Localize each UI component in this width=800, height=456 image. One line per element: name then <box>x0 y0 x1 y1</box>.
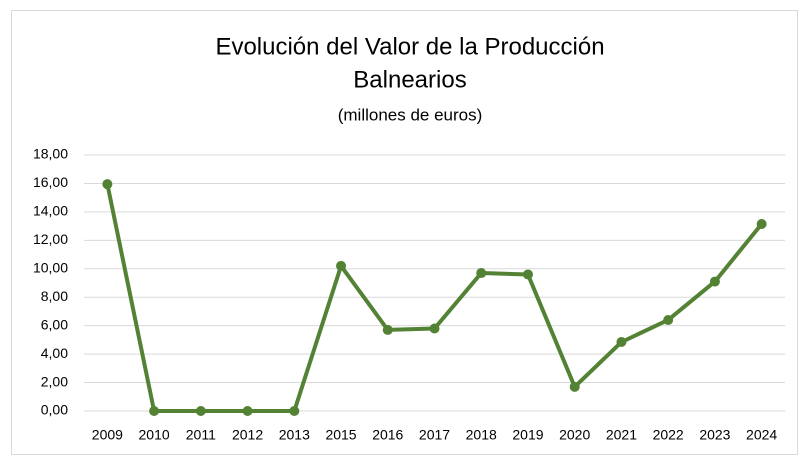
x-tick-label: 2024 <box>746 427 777 443</box>
x-tick-label: 2016 <box>372 427 403 443</box>
x-tick-label: 2022 <box>653 427 684 443</box>
data-point <box>756 218 767 229</box>
x-tick-label: 2017 <box>419 427 450 443</box>
data-point <box>476 268 487 279</box>
x-tick-label: 2011 <box>186 427 216 443</box>
data-point <box>102 179 113 190</box>
data-point <box>336 260 347 271</box>
x-tick-label: 2023 <box>699 427 730 443</box>
x-tick-label: 2009 <box>92 427 123 443</box>
y-tick-label: 4,00 <box>41 345 68 361</box>
chart-frame <box>11 10 798 455</box>
data-point <box>522 269 533 280</box>
data-point <box>569 381 580 392</box>
y-tick-label: 2,00 <box>41 373 68 389</box>
x-tick-label: 2020 <box>559 427 590 443</box>
y-tick-label: 14,00 <box>33 203 68 219</box>
chart-title: Balnearios <box>353 66 466 93</box>
y-tick-label: 6,00 <box>41 316 68 332</box>
y-tick-label: 0,00 <box>41 402 68 418</box>
chart-subtitle: (millones de euros) <box>338 105 483 124</box>
y-tick-label: 16,00 <box>33 174 68 190</box>
x-tick-label: 2015 <box>325 427 356 443</box>
x-tick-label: 2019 <box>512 427 543 443</box>
data-point <box>709 276 720 287</box>
data-point <box>663 314 674 325</box>
data-point <box>429 323 440 334</box>
data-point <box>195 406 206 416</box>
y-tick-label: 18,00 <box>33 146 68 162</box>
data-point <box>382 324 393 335</box>
data-point <box>149 406 160 416</box>
data-point <box>242 406 253 416</box>
y-tick-label: 8,00 <box>41 288 68 304</box>
x-tick-label: 2012 <box>232 427 263 443</box>
data-point <box>289 406 300 416</box>
x-tick-label: 2018 <box>466 427 497 443</box>
y-tick-label: 12,00 <box>33 231 68 247</box>
data-point <box>616 337 627 348</box>
x-tick-label: 2010 <box>139 427 170 443</box>
x-tick-label: 2021 <box>606 427 637 443</box>
y-tick-label: 10,00 <box>33 259 68 275</box>
x-tick-label: 2013 <box>279 427 310 443</box>
chart-title: Evolución del Valor de la Producción <box>215 33 604 60</box>
